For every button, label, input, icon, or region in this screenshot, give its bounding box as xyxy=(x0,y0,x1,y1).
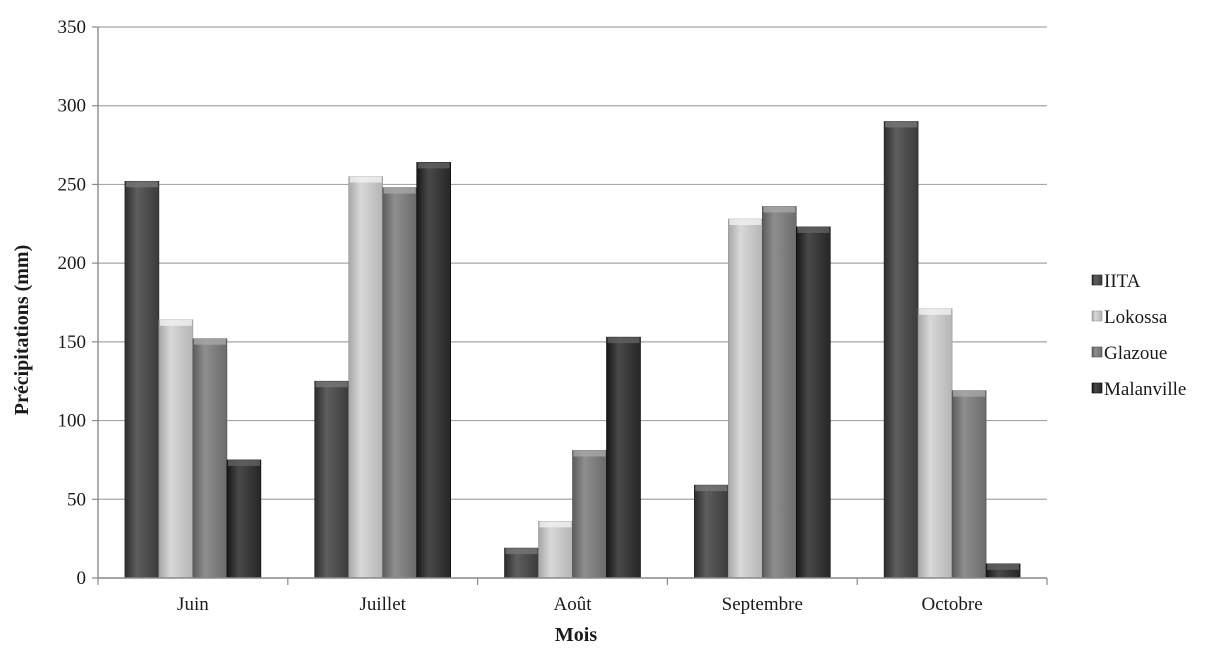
bar-lokossa-juin xyxy=(158,319,194,579)
y-tick-label: 250 xyxy=(58,174,87,195)
bar-top-highlight xyxy=(159,319,192,326)
bar-top-highlight xyxy=(919,308,952,315)
bar-top-highlight xyxy=(729,219,762,226)
bar-top-highlight xyxy=(193,338,226,345)
y-tick-label: 150 xyxy=(58,332,87,353)
bar-glazoue-août xyxy=(572,450,607,579)
bars xyxy=(124,121,1021,579)
bar-malanville-septembre xyxy=(795,226,831,579)
x-tick-label: Août xyxy=(554,594,593,615)
legend-label-malanville: Malanville xyxy=(1104,379,1186,400)
bar-top-highlight xyxy=(349,176,382,183)
bar-malanville-août xyxy=(606,336,641,579)
legend-swatch-malanville xyxy=(1091,382,1103,394)
bar-top-highlight xyxy=(763,206,796,213)
bar-lokossa-octobre xyxy=(917,308,953,579)
bar-lokossa-juillet xyxy=(348,176,384,579)
x-tick-label: Septembre xyxy=(722,594,803,615)
bar-malanville-juin xyxy=(226,459,262,579)
y-tick-label: 200 xyxy=(58,253,87,274)
bar-lokossa-août xyxy=(538,521,573,579)
bar-iita-octobre xyxy=(883,121,919,579)
bar-top-highlight xyxy=(383,187,416,194)
y-tick-label: 50 xyxy=(67,489,86,510)
bar-top-highlight xyxy=(573,450,606,457)
bar-top-highlight xyxy=(315,381,348,388)
grid-lines xyxy=(98,26,1047,500)
bar-glazoue-juin xyxy=(192,338,228,579)
bar-top-highlight xyxy=(797,226,830,233)
bar-top-highlight xyxy=(885,121,918,128)
bar-top-highlight xyxy=(505,548,538,555)
legend-swatch-lokossa xyxy=(1091,310,1103,322)
y-axis-title: Précipitations (mm) xyxy=(11,245,33,416)
x-tick-label: Octobre xyxy=(921,594,982,615)
legend: IITA Lokossa Glazoue Malanville xyxy=(1091,271,1186,400)
bar-glazoue-juillet xyxy=(382,187,418,579)
bar-iita-juin xyxy=(124,180,160,579)
bar-malanville-juillet xyxy=(416,162,452,579)
bar-top-highlight xyxy=(125,181,158,188)
y-tick-label: 350 xyxy=(58,17,87,38)
y-tick-label: 100 xyxy=(58,411,87,432)
tick-labels: 0 50 100 150 200 250 300 350 Juin Juillet Août Sept… xyxy=(58,17,983,615)
bar-top-highlight xyxy=(539,521,572,528)
bar-top-highlight xyxy=(695,485,728,492)
y-tick-label: 0 xyxy=(77,568,87,589)
bar-top-highlight xyxy=(227,459,260,466)
bar-top-highlight xyxy=(607,337,640,344)
bar-lokossa-septembre xyxy=(727,218,763,579)
bar-iita-septembre xyxy=(693,484,729,579)
bar-iita-juillet xyxy=(314,380,350,579)
y-tick-label: 300 xyxy=(58,96,87,117)
bar-top-highlight xyxy=(987,563,1020,570)
legend-label-lokossa: Lokossa xyxy=(1104,307,1168,328)
bar-top-highlight xyxy=(953,390,986,397)
legend-swatch-iita xyxy=(1091,274,1103,286)
legend-label-iita: IITA xyxy=(1104,271,1141,292)
bar-top-highlight xyxy=(417,162,450,169)
legend-swatch-glazoue xyxy=(1091,346,1103,358)
legend-label-glazoue: Glazoue xyxy=(1104,343,1167,364)
x-axis-title: Mois xyxy=(555,624,597,646)
x-tick-label: Juillet xyxy=(359,594,406,615)
x-tick-label: Juin xyxy=(177,594,209,615)
bar-glazoue-octobre xyxy=(951,390,987,579)
axes xyxy=(92,26,1048,585)
bar-glazoue-septembre xyxy=(761,206,797,579)
